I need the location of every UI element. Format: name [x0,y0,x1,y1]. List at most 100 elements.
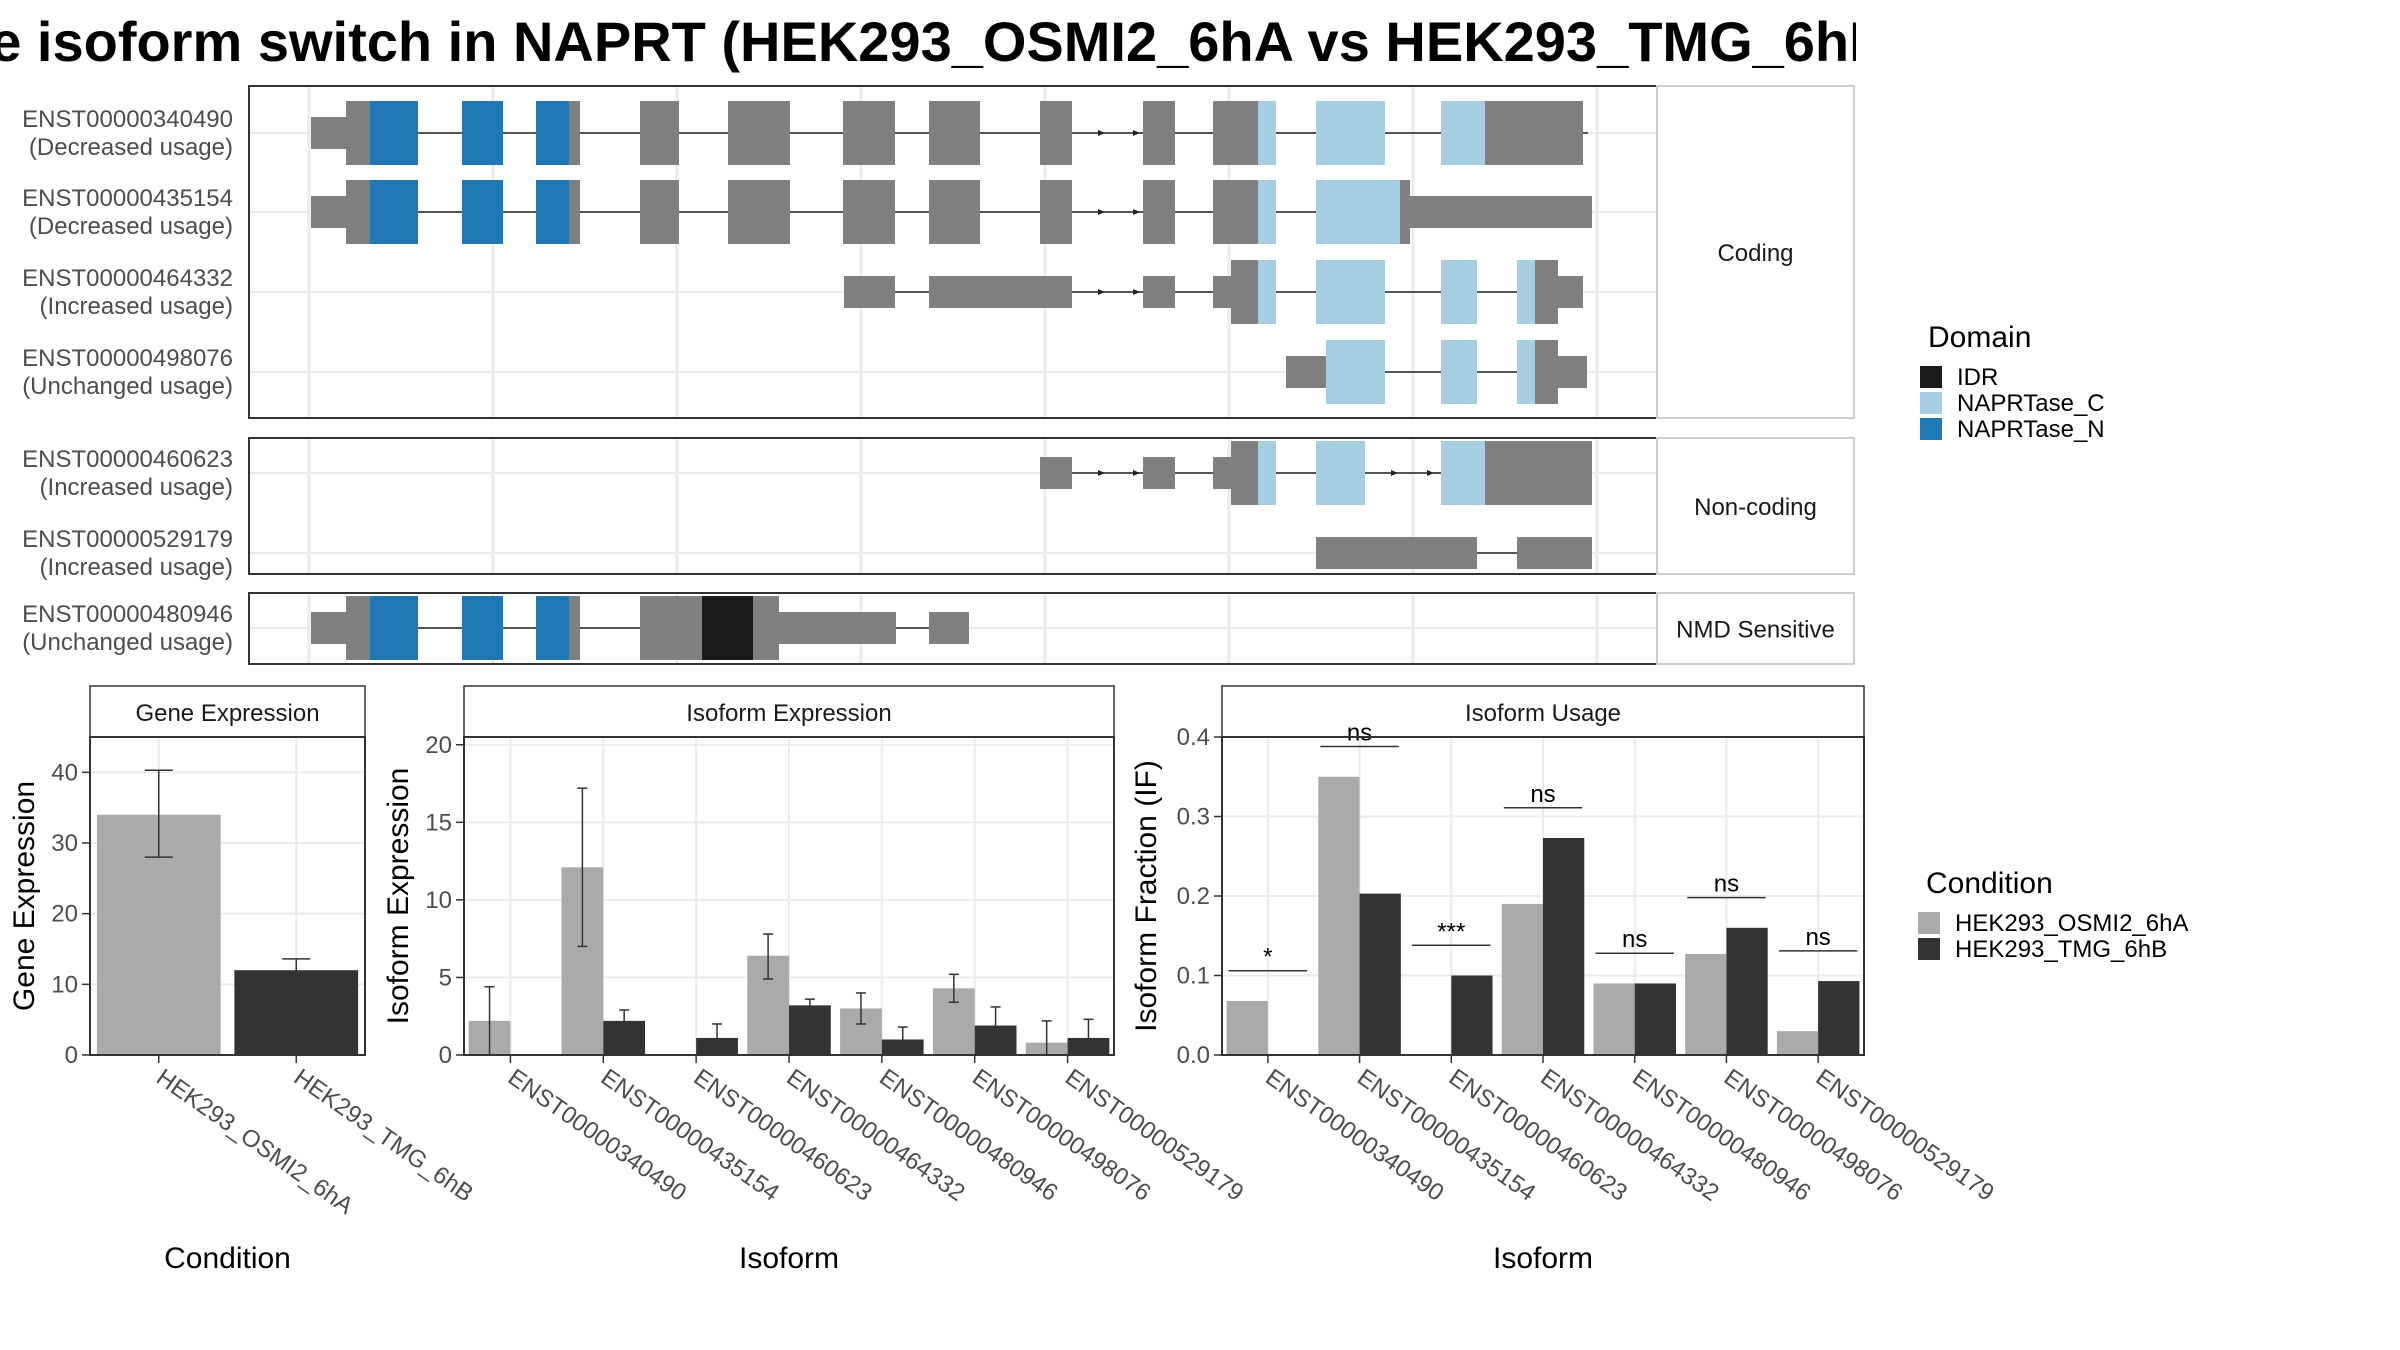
bar [1501,903,1543,1055]
direction-arrow-icon [1133,130,1140,136]
exon [569,180,580,244]
direction-arrow-icon [1098,130,1105,136]
facet-strip [1656,592,1855,665]
significance-label: *** [1437,918,1465,945]
exon [311,117,346,149]
direction-arrow-icon [1427,470,1434,476]
bar [234,970,359,1055]
direction-arrow-icon [1098,470,1105,476]
legend-label: HEK293_TMG_6hB [1955,936,2167,963]
y-tick-label: 10 [51,971,78,998]
transcript-usage-label: (Increased usage) [40,554,233,581]
domain-exon [462,101,503,165]
domain-exon [1258,180,1276,244]
domain-exon [1517,340,1535,404]
transcript-usage-label: (Increased usage) [40,293,233,320]
transcript-structure [1040,441,1592,505]
legend-key [1920,366,1942,388]
y-tick-label: 10 [425,887,452,914]
exon [1517,537,1592,569]
exon [1213,180,1258,244]
domain-exon [370,596,418,660]
y-tick-label: 15 [425,809,452,836]
legend-label: IDR [1957,364,1998,391]
transcript-structure [1316,537,1592,569]
exon [1040,180,1072,244]
condition-legend-title: Condition [1926,867,2053,900]
exon [1485,441,1592,505]
y-tick-label: 0.0 [1177,1042,1210,1069]
facet-label: Non-coding [1694,494,1817,521]
bar [1634,983,1676,1055]
direction-arrow-icon [1133,289,1140,295]
transcript-structure [1286,340,1587,404]
x-axis-title: Isoform [1493,1242,1593,1275]
direction-arrow-icon [1391,470,1398,476]
domain-exon [370,101,418,165]
exon [728,101,790,165]
exon [1400,180,1410,244]
bar [1359,893,1401,1055]
transcript-id-label: ENST00000435154 [22,185,233,212]
exon [640,180,679,244]
y-axis-title: Gene Expression [8,781,41,1011]
y-tick-label: 30 [51,830,78,857]
transcript-usage-label: (Unchanged usage) [22,629,233,656]
y-axis-title: Isoform Fraction (IF) [1130,760,1163,1032]
exon [1213,101,1258,165]
exon [929,180,980,244]
transcript-structures [311,101,1592,660]
transcript-id-label: ENST00000480946 [22,601,233,628]
facet-strip [1221,685,1865,738]
transcript-structure [311,101,1588,165]
exon [1535,340,1558,404]
exon [1143,101,1175,165]
facet-label: Isoform Usage [1465,700,1621,727]
exon [779,612,896,644]
bar-chart-3: Isoform Usage * ns *** ns ns ns ns 0.0 0.1 0.2 0.3 0… [1130,685,1999,1275]
exon [1535,260,1558,324]
transcript-labels: ENST00000340490(Decreased usage) ENST0000… [22,106,233,656]
exon [1410,196,1592,228]
domain-exon [1316,180,1400,244]
facet-label: NMD Sensitive [1676,617,1835,644]
exon [346,596,370,660]
transcript-id-label: ENST00000460623 [22,446,233,473]
transcript-usage-label: (Decreased usage) [29,134,233,161]
bar-charts: Gene Expression010203040HEK293_OSMI2_6hA… [8,685,1999,1275]
bar [1726,927,1768,1055]
domain-exon [1316,101,1385,165]
bar [1818,981,1860,1055]
exon [843,180,895,244]
direction-arrow-icon [1098,209,1105,215]
exon [1231,441,1258,505]
y-tick-label: 0 [439,1042,452,1069]
exon [569,101,580,165]
exon [1485,101,1583,165]
exon [1231,260,1258,324]
direction-arrow-icon [1133,209,1140,215]
domain-exon [1258,260,1276,324]
exon [1213,457,1231,489]
significance-label: ns [1714,871,1739,898]
y-axis-title: Isoform Expression [382,768,415,1025]
bar [1685,954,1727,1055]
transcript-id-label: ENST00000340490 [22,106,233,133]
exon [346,101,370,165]
significance-label: ns [1347,720,1372,747]
exon [753,596,779,660]
exon [1286,356,1326,388]
exon [1143,457,1175,489]
domain-exon [1316,260,1385,324]
exon [843,101,895,165]
transcript-usage-label: (Increased usage) [40,474,233,501]
exon [844,276,895,308]
y-tick-label: 0.2 [1177,883,1210,910]
transcript-usage-label: (Unchanged usage) [22,373,233,400]
structure-panels: ENST00000340490(Decreased usage) ENST0000… [22,85,1855,665]
exon [311,612,346,644]
y-tick-label: 0.4 [1177,724,1210,751]
transcript-id-label: ENST00000498076 [22,345,233,372]
direction-arrow-icon [1133,470,1140,476]
